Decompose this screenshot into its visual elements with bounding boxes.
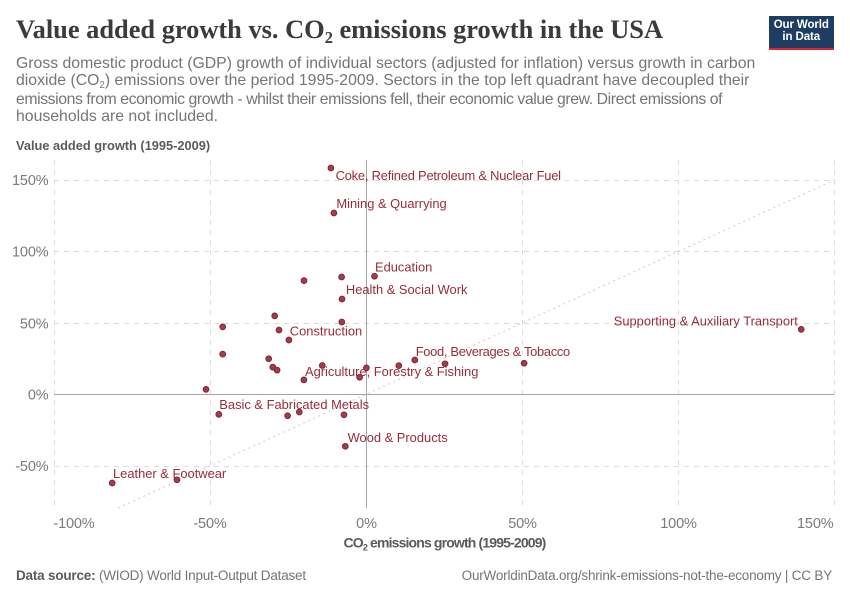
svg-text:Supporting & Auxiliary Transpo: Supporting & Auxiliary Transport bbox=[614, 313, 799, 328]
svg-text:150%: 150% bbox=[797, 516, 834, 532]
svg-text:Wood & Products: Wood & Products bbox=[348, 430, 448, 445]
svg-text:0%: 0% bbox=[28, 388, 49, 404]
svg-text:0%: 0% bbox=[356, 516, 377, 532]
svg-text:-50%: -50% bbox=[193, 516, 227, 532]
svg-text:Health & Social Work: Health & Social Work bbox=[346, 282, 468, 297]
svg-text:Coke, Refined Petroleum & Nucl: Coke, Refined Petroleum & Nuclear Fuel bbox=[336, 168, 561, 183]
svg-text:CO2 emissions growth (1995-200: CO2 emissions growth (1995-2009) bbox=[344, 535, 546, 553]
svg-text:100%: 100% bbox=[12, 245, 49, 261]
svg-text:Basic & Fabricated Metals: Basic & Fabricated Metals bbox=[219, 397, 369, 412]
svg-text:50%: 50% bbox=[20, 316, 49, 332]
svg-text:Education: Education bbox=[375, 260, 432, 275]
svg-text:-50%: -50% bbox=[15, 459, 49, 475]
svg-text:150%: 150% bbox=[12, 173, 49, 189]
svg-text:Mining & Quarrying: Mining & Quarrying bbox=[336, 196, 446, 211]
svg-text:Leather & Footwear: Leather & Footwear bbox=[113, 466, 227, 481]
svg-text:-100%: -100% bbox=[53, 516, 94, 532]
svg-text:Construction: Construction bbox=[290, 324, 362, 339]
svg-text:50%: 50% bbox=[508, 516, 537, 532]
svg-text:Agriculture, Forestry & Fishin: Agriculture, Forestry & Fishing bbox=[305, 364, 478, 379]
svg-text:Food, Beverages & Tobacco: Food, Beverages & Tobacco bbox=[416, 344, 570, 359]
svg-text:100%: 100% bbox=[660, 516, 697, 532]
